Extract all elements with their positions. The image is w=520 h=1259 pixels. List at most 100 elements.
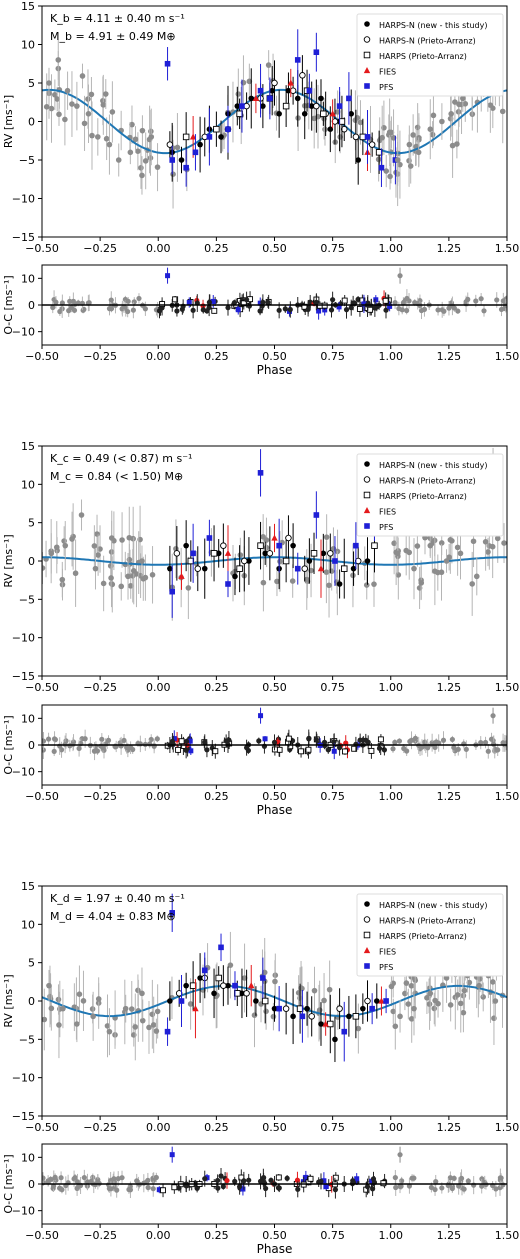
plot-area [42, 447, 507, 621]
data-point-bg [89, 132, 95, 139]
data-point [354, 1176, 360, 1182]
data-point [476, 982, 482, 989]
data-point [337, 745, 343, 751]
data-point [79, 736, 85, 742]
data-point-bg [149, 572, 156, 578]
data-point [244, 745, 250, 751]
data-point [246, 1177, 252, 1183]
x-tick-label: 0.75 [320, 242, 345, 255]
data-point [105, 737, 112, 743]
data-point [461, 1186, 467, 1192]
data-point [372, 305, 378, 311]
data-point [360, 1005, 366, 1012]
data-point-bg [52, 91, 58, 98]
data-point [220, 1183, 226, 1190]
data-point [262, 550, 269, 557]
data-point [211, 990, 217, 997]
data-point [85, 111, 92, 117]
data-point [331, 739, 337, 745]
x-tick-label: 1.00 [379, 681, 404, 694]
data-point-bg [149, 1011, 156, 1018]
data-point-bg [480, 994, 487, 1000]
data-point-bg [89, 1006, 96, 1012]
data-point [455, 308, 461, 314]
plot-area [42, 267, 507, 320]
data-point-bg [311, 987, 318, 994]
data-point [404, 307, 410, 314]
data-point [154, 736, 160, 742]
data-point-bg [438, 540, 445, 546]
data-point [131, 299, 137, 305]
legend-label: HARPS-N (Prieto-Arranz) [379, 917, 476, 926]
data-point-bg [430, 112, 437, 119]
data-point-bg [185, 585, 192, 591]
legend-label: HARPS-N (new - this study) [379, 461, 487, 470]
legend: HARPS-N (new - this study) HARPS-N (Priet… [356, 453, 504, 537]
data-point [262, 736, 268, 742]
data-point-bg [482, 539, 489, 545]
data-point [303, 1174, 309, 1180]
data-point-bg [132, 136, 139, 143]
legend-label: HARPS (Prieto-Arranz) [379, 52, 467, 61]
data-point-bg [97, 546, 103, 552]
data-point-bg [383, 168, 390, 174]
y-tick-label: 10 [21, 39, 35, 52]
data-point [171, 1184, 178, 1191]
data-point-bg [326, 986, 333, 993]
data-point [383, 998, 389, 1004]
data-point [276, 307, 282, 313]
data-point-bg [59, 576, 66, 583]
data-point-bg [322, 126, 328, 133]
data-point [169, 588, 175, 595]
data-point [267, 95, 273, 102]
x-tick-label: −0.50 [25, 1121, 59, 1134]
data-point [169, 157, 175, 163]
data-point [257, 308, 263, 314]
data-point [206, 299, 212, 305]
data-point-bg [460, 1009, 467, 1016]
data-point [156, 1187, 162, 1193]
data-point [237, 1184, 243, 1190]
data-point [95, 134, 101, 140]
data-point-bg [94, 531, 100, 537]
data-point [201, 967, 208, 974]
data-point [225, 581, 231, 587]
data-point [260, 103, 266, 109]
data-point [215, 1185, 221, 1191]
data-point-bg [270, 1013, 277, 1020]
data-point [443, 975, 450, 981]
legend-label: FIES [379, 948, 396, 957]
data-point [488, 736, 495, 742]
data-point-bg [126, 556, 133, 563]
data-point [301, 565, 308, 572]
data-point [364, 997, 371, 1005]
data-point [294, 95, 301, 102]
data-point [449, 736, 455, 743]
data-point [397, 1013, 403, 1020]
data-point-bg [56, 111, 62, 118]
data-point [355, 296, 361, 302]
x-tick-label: 1.50 [495, 242, 520, 255]
data-point [497, 1175, 503, 1181]
data-point [317, 565, 325, 572]
data-point-bg [489, 543, 496, 550]
data-point [313, 737, 319, 743]
annotation-text: K_b = 4.11 ± 0.40 m s⁻¹ [50, 12, 185, 25]
data-point [188, 748, 194, 754]
data-point [148, 134, 155, 140]
x-tick-label: −0.50 [25, 1229, 59, 1242]
data-point [59, 1187, 65, 1193]
data-point-bg [227, 962, 234, 968]
data-point [175, 746, 182, 753]
data-point [374, 998, 380, 1004]
data-point [51, 736, 58, 742]
legend-label: HARPS (Prieto-Arranz) [379, 932, 467, 941]
data-point-bg [235, 91, 242, 97]
data-point [124, 744, 130, 751]
data-point [106, 141, 113, 148]
data-point-bg [48, 105, 55, 112]
data-point [305, 746, 312, 753]
data-point [271, 534, 278, 541]
data-point [257, 300, 263, 306]
data-point-bg [56, 1022, 62, 1028]
